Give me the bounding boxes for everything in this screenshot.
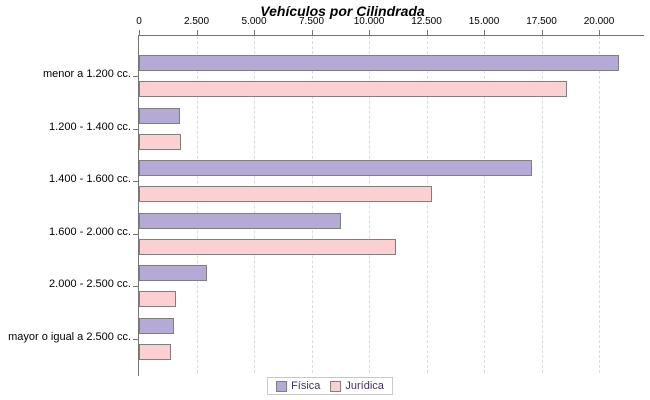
bar-juridica-4 xyxy=(139,291,176,307)
y-tick-mark xyxy=(133,76,138,77)
legend: Física Jurídica xyxy=(267,377,393,395)
x-tick-label: 20.000 xyxy=(583,16,615,27)
x-tick-mark xyxy=(599,30,600,35)
y-tick-mark xyxy=(133,128,138,130)
x-gridline xyxy=(484,36,485,373)
x-tick-mark xyxy=(541,30,543,35)
bar-fisica-5 xyxy=(139,317,175,334)
x-tick-mark xyxy=(196,30,198,35)
x-tick-mark xyxy=(254,30,255,35)
category-label: menor a 1.200 cc. xyxy=(42,68,131,80)
bar-fisica-3 xyxy=(139,212,342,229)
x-tick-mark xyxy=(311,30,313,35)
x-gridline xyxy=(196,36,198,373)
y-tick-mark xyxy=(133,338,138,340)
x-tick-label: 5.000 xyxy=(241,16,267,27)
category-label: 1.200 - 1.400 cc. xyxy=(49,120,131,133)
legend-label-juridica: Jurídica xyxy=(345,380,384,392)
bar-juridica-5 xyxy=(139,343,172,360)
bar-fisica-0 xyxy=(139,55,620,71)
chart-title: Vehículos por Cilindrada xyxy=(260,3,425,19)
x-tick-mark xyxy=(139,30,140,35)
legend-swatch-juridica-icon xyxy=(330,380,342,392)
bar-juridica-0 xyxy=(139,81,567,97)
category-label: 1.400 - 1.600 cc. xyxy=(49,173,131,185)
x-tick-label: 12.500 xyxy=(411,16,442,27)
x-tick-mark xyxy=(484,30,485,35)
x-gridline xyxy=(599,36,600,373)
legend-label-fisica: Física xyxy=(291,380,321,392)
x-tick-label: 17.500 xyxy=(526,16,557,27)
legend-item-fisica: Física xyxy=(276,380,320,392)
bar-juridica-2 xyxy=(139,186,432,202)
x-tick-mark xyxy=(369,30,370,35)
category-label: mayor o igual a 2.500 cc. xyxy=(8,330,131,343)
bar-juridica-3 xyxy=(139,238,397,255)
bar-fisica-1 xyxy=(139,107,181,124)
y-tick-mark xyxy=(133,181,138,182)
x-gridline xyxy=(541,36,543,373)
x-tick-label: 0 xyxy=(136,16,142,27)
x-tick-label: 15.000 xyxy=(468,16,500,27)
legend-item-juridica: Jurídica xyxy=(330,380,384,392)
bar-fisica-4 xyxy=(139,265,207,281)
category-label: 1.600 - 2.000 cc. xyxy=(49,225,131,238)
x-gridline xyxy=(369,36,370,373)
x-gridline xyxy=(311,36,313,373)
bar-fisica-2 xyxy=(139,160,532,176)
category-label: 2.000 - 2.500 cc. xyxy=(49,278,131,290)
legend-swatch-fisica-icon xyxy=(276,380,288,392)
x-tick-label: 10.000 xyxy=(353,16,385,27)
x-tick-label: 7.500 xyxy=(298,16,325,27)
x-gridline xyxy=(426,36,428,373)
x-tick-mark xyxy=(426,30,428,35)
plot-area: 0 2.500 5.000 7.500 10.000 12.500 15.000 17.500… xyxy=(133,16,644,376)
y-tick-mark xyxy=(133,286,138,287)
x-gridline xyxy=(254,36,255,373)
x-tick-label: 2.500 xyxy=(183,16,210,27)
y-tick-mark xyxy=(133,233,138,235)
bar-juridica-1 xyxy=(139,133,182,150)
